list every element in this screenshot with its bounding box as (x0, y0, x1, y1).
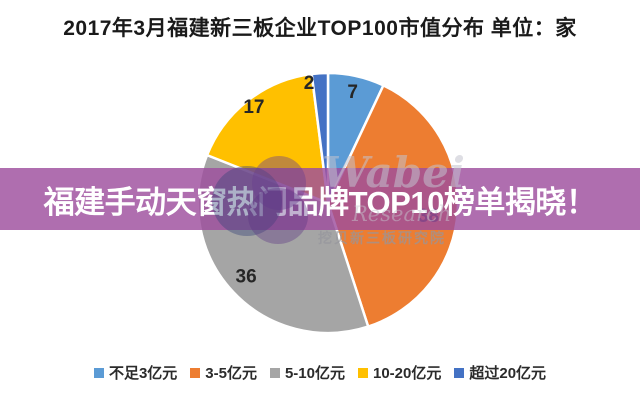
legend-swatch-icon (93, 367, 104, 378)
watermark-brand-text: Wabei (322, 148, 465, 197)
watermark-cloud-icon (252, 156, 306, 210)
legend-item: 超过20亿元 (454, 362, 546, 383)
watermark-sub-text: Research (352, 202, 452, 226)
legend-label: 3-5亿元 (205, 365, 257, 382)
legend-item: 5-10亿元 (269, 362, 345, 383)
legend-label: 10-20亿元 (373, 365, 442, 382)
legend-swatch-icon (358, 367, 368, 378)
legend: 不足3亿元 3-5亿元 5-10亿元 10-20亿元 超过20亿元 (0, 362, 640, 383)
watermark-logo-icon (212, 156, 316, 244)
legend-label: 不足3亿元 (108, 365, 178, 382)
banner-overlay: 福建手动天窗热门品牌TOP10榜单揭晓！ (0, 168, 640, 230)
legend-swatch-icon (190, 367, 201, 378)
pie-value-label: 2 (304, 73, 315, 94)
pie-value-label: 17 (243, 97, 264, 118)
legend-item: 3-5亿元 (190, 362, 257, 383)
legend-label: 超过20亿元 (469, 365, 547, 382)
legend-swatch-icon (269, 367, 280, 378)
watermark-cloud-icon (212, 166, 282, 236)
watermark-cn-text: 挖贝新三板研究院 (318, 230, 446, 246)
legend-label: 5-10亿元 (284, 365, 345, 382)
watermark-cloud-icon (248, 188, 308, 244)
pie-value-label: 36 (236, 267, 257, 288)
pie-value-label: 7 (347, 82, 358, 103)
banner-text: 福建手动天窗热门品牌TOP10榜单揭晓！ (43, 184, 597, 220)
legend-item: 10-20亿元 (358, 362, 441, 383)
legend-item: 不足3亿元 (93, 362, 178, 383)
chart-title: 2017年3月福建新三板企业TOP100市值分布 单位：家 (63, 17, 577, 40)
legend-swatch-icon (454, 367, 465, 378)
